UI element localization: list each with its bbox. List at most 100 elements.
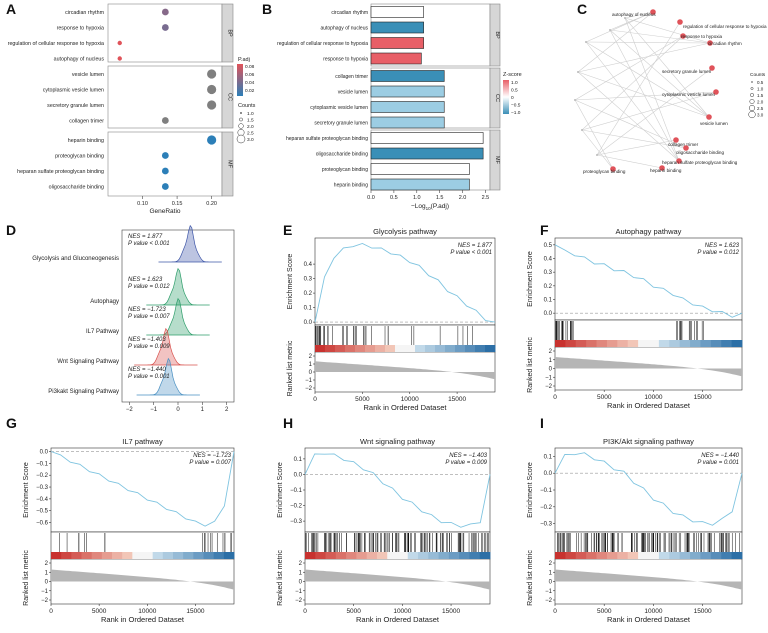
panelD-pathway-label: Pi3kakt Signaling Pathway <box>48 389 119 395</box>
panel-letter-B: B <box>262 1 272 17</box>
panelA-count-dot <box>236 134 246 144</box>
panelA-facet-label: CC <box>227 93 233 101</box>
panelC-count-tick: 2.0 <box>757 100 764 105</box>
panelA-colorbar-tick: 0.08 <box>245 64 255 70</box>
panelC-gene-node <box>574 99 576 101</box>
gsea-ytick-label: 0.5 <box>544 243 553 249</box>
gsea-rank-bar-segment <box>721 552 733 559</box>
gsea-rank-bar-segment <box>387 552 398 559</box>
panelA-colorbar <box>237 64 243 96</box>
gsea-metric-title: Ranked list metric <box>527 337 534 393</box>
gsea-metric-tick-label: 1 <box>299 570 303 576</box>
gsea-xtick-label: 5000 <box>597 608 612 615</box>
panelD-nes: NES = 1.877 <box>128 234 163 240</box>
panelA-count-tick: 3.0 <box>247 137 254 143</box>
gsea-rank-bar-segment <box>345 345 356 352</box>
gsea-x-title: Rank in Ordered Dataset <box>356 615 440 624</box>
gsea-rank-bar-segment <box>475 345 486 352</box>
panelB-bar <box>370 37 424 49</box>
gsea-metric-tick-label: 2 <box>45 561 49 567</box>
gsea-metric-area <box>51 569 234 590</box>
gsea-ytick-label: 0.4 <box>304 262 313 268</box>
gsea-rank-bar-segment <box>376 552 388 559</box>
panelA-colorbar-tick: 0.06 <box>245 72 255 78</box>
panelC-count-tick: 1.0 <box>757 87 764 92</box>
gsea-rank-bar-segment <box>648 340 660 347</box>
gsea-metric-tick-label: 0 <box>299 580 303 586</box>
panelB-colorbar-tick: 0 <box>511 95 514 101</box>
gsea-rank-bar-segment <box>638 552 649 559</box>
gsea-ytick-label: 0.0 <box>544 471 553 477</box>
panelB-bar <box>370 132 484 144</box>
panelB-bar <box>370 21 424 34</box>
panelB-term-label: heparan sulfate proteoglycan binding <box>286 136 368 142</box>
gsea-rank-bar-segment <box>710 340 722 347</box>
gsea-rank-bar-segment <box>385 345 396 352</box>
panelC-legend-title: Counts <box>750 72 766 78</box>
gsea-rank-bar-segment <box>132 552 143 559</box>
panelD-xtick-label: 1 <box>201 407 205 413</box>
panelD-nes: NES = 1.623 <box>128 277 163 283</box>
gsea-ytick-label: 0.4 <box>544 257 553 263</box>
panelA-dot <box>161 117 169 124</box>
panelC-count-tick: 2.5 <box>757 106 764 111</box>
gsea-rank-bar-segment <box>425 345 436 352</box>
panelB-bar <box>370 85 445 98</box>
panelA-facet-strip <box>221 3 234 63</box>
panelC-edge <box>624 11 654 19</box>
gsea-metric-tick-label: 0 <box>309 370 313 376</box>
panelC-count-dot <box>750 87 754 90</box>
panelD-pval: P value = 0.001 <box>128 374 170 380</box>
gsea-ytick-label: 0.1 <box>544 454 553 460</box>
gsea-metric-tick-label: 1 <box>45 570 49 576</box>
gsea-rank-bar-segment <box>596 552 608 559</box>
panelB-xtick-label: 1.0 <box>413 195 421 201</box>
panelB-xtick-label: 1.5 <box>436 195 444 201</box>
gsea-rank-bar-segment <box>565 340 577 347</box>
gsea-rank-bar-segment <box>448 552 460 559</box>
panelD-xtick-label: 2 <box>225 407 229 413</box>
panelC-count-tick: 0.5 <box>757 80 764 85</box>
panelC-term-label: autophagy of nucleus <box>612 12 656 17</box>
panelC-term-node <box>713 89 719 95</box>
gsea-rank-bar-segment <box>617 340 629 347</box>
panelC-gene-node <box>609 29 611 31</box>
gsea-ytick-label: −0.1 <box>290 488 303 494</box>
gsea-rank-bar-segment <box>346 552 357 559</box>
gsea-metric-tick-label: −2 <box>545 384 553 390</box>
gsea-rank-bar-segment <box>152 552 164 559</box>
gsea-rank-bar-segment <box>305 552 316 559</box>
gsea-metric-tick-label: −1 <box>545 375 553 381</box>
gsea-metric-area <box>555 357 742 377</box>
gsea-rank-bar-segment <box>638 340 649 347</box>
panelC-term-node <box>650 9 656 15</box>
gsea-rank-bar-segment <box>325 552 337 559</box>
gsea-xtick-label: 0 <box>553 608 557 615</box>
panelD-ridge <box>158 224 222 263</box>
panelC-edge <box>577 42 711 73</box>
gsea-rank-bar-segment <box>122 552 133 559</box>
gsea-rank-bar-segment <box>315 552 326 559</box>
panelC-edge <box>624 17 711 44</box>
gsea-es-line <box>50 451 235 527</box>
gsea-rank-bar-segment <box>575 340 587 347</box>
panelC-edge <box>577 71 680 162</box>
panelA-count-dot <box>238 123 244 129</box>
gsea-rank-bar-segment <box>555 340 566 347</box>
gsea-xtick-label: 5000 <box>355 396 370 403</box>
panelC-term-node <box>707 40 713 46</box>
panelC-count-dot <box>748 110 756 119</box>
gsea-metric-tick-label: 0 <box>549 367 553 373</box>
gsea-metric-tick-label: −2 <box>41 598 49 604</box>
panelD-nes: NES = −1.403 <box>128 337 166 343</box>
gsea-rank-bar-segment <box>61 552 72 559</box>
gsea-rank-bar-segment <box>700 552 712 559</box>
gsea-xtick-label: 15000 <box>694 394 712 401</box>
panelB-facet-strip <box>489 3 501 67</box>
gsea-xtick-label: 0 <box>303 608 307 615</box>
gsea-es-frame <box>304 447 491 533</box>
gsea-metric-tick-label: 2 <box>549 349 553 355</box>
gsea-ytick-label: −0.6 <box>36 521 49 527</box>
gsea-ytick-label: 0.3 <box>544 270 553 276</box>
panelC-term-label: oligosaccharide binding <box>676 150 724 155</box>
